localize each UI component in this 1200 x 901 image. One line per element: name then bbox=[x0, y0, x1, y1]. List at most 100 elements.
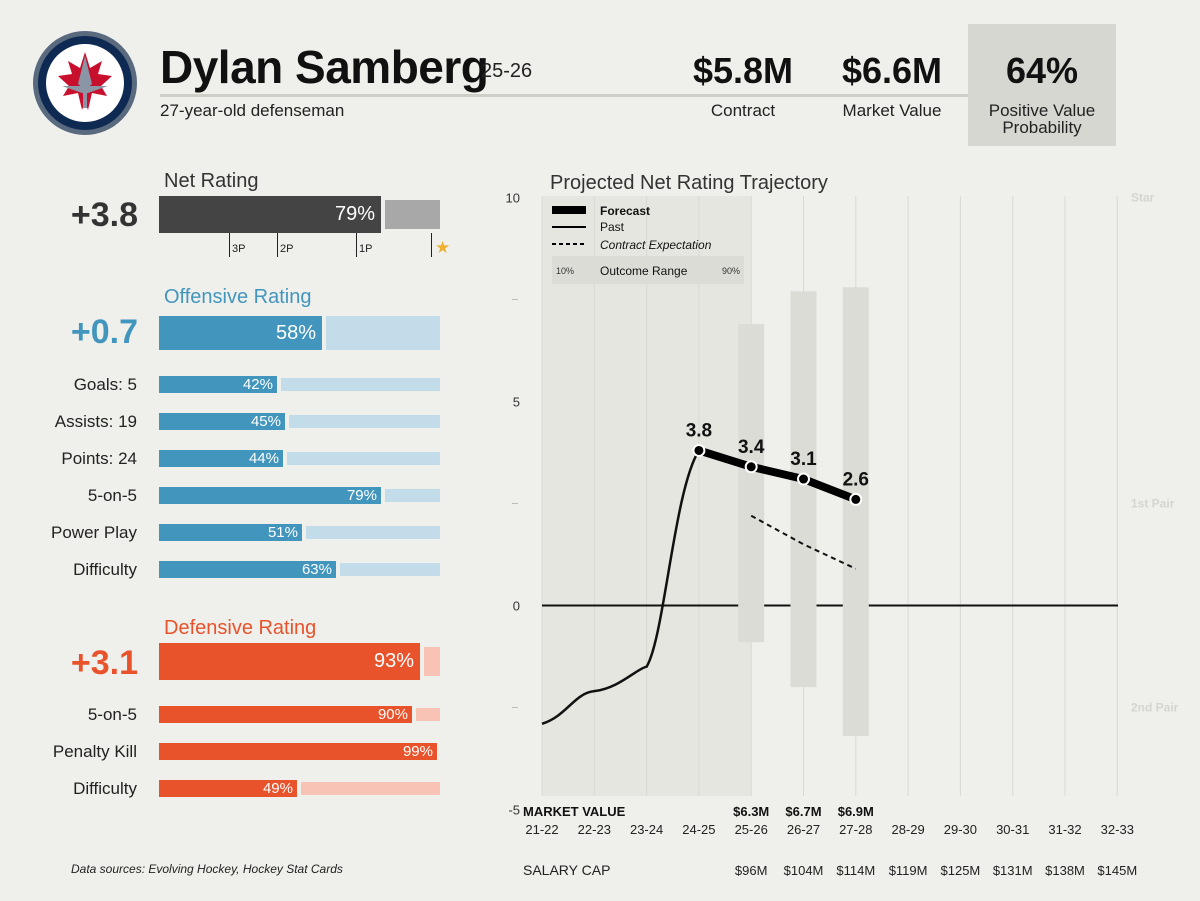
x-tick-label: 23-24 bbox=[630, 822, 663, 837]
offensive-rating-bar-bg bbox=[326, 316, 440, 350]
legend-past-label: Past bbox=[600, 220, 625, 234]
net-tier-tick bbox=[356, 233, 357, 257]
offensive-rating-bar-fill: 58% bbox=[159, 316, 322, 350]
y-tick-label: 5 bbox=[513, 395, 520, 410]
salary-cap-cell: $125M bbox=[941, 863, 981, 878]
legend-contract-label: Contract Expectation bbox=[600, 238, 712, 252]
offensive-row-bar-bg bbox=[340, 563, 440, 576]
x-tick-label: 31-32 bbox=[1048, 822, 1081, 837]
past-line bbox=[541, 449, 700, 726]
net-tier-tick-label: 3P bbox=[232, 243, 246, 255]
offensive-row-bar-bg bbox=[287, 452, 440, 465]
forecast-point-label: 3.4 bbox=[738, 437, 765, 458]
y-tick-label: 10 bbox=[506, 191, 520, 206]
forecast-line bbox=[697, 446, 858, 504]
player-name: Dylan Samberg bbox=[160, 41, 489, 93]
forecast-point-label: 3.8 bbox=[686, 420, 712, 441]
market-value-cell: $6.9M bbox=[838, 804, 874, 819]
defensive-row-label: 5-on-5 bbox=[87, 705, 137, 724]
x-tick-label: 32-33 bbox=[1101, 822, 1134, 837]
legend-range-lo: 10% bbox=[556, 266, 574, 276]
salary-cap-cell: $114M bbox=[836, 863, 875, 878]
player-subtitle: 27-year-old defenseman bbox=[160, 101, 345, 120]
probability-value: 64% bbox=[1005, 50, 1079, 91]
header-rule bbox=[160, 94, 1116, 97]
offensive-row-bar-bg bbox=[281, 378, 440, 391]
defensive-rating-bar-fill: 93% bbox=[159, 643, 420, 680]
net-tier-tick-label: 1P bbox=[359, 243, 373, 255]
x-tick-label: 30-31 bbox=[996, 822, 1029, 837]
defensive-row-bar-fill: 49% bbox=[159, 780, 297, 797]
legend-range-label: Outcome Range bbox=[600, 264, 688, 278]
market-value-label: Market Value bbox=[842, 101, 942, 120]
x-tick-label: 28-29 bbox=[891, 822, 924, 837]
net-tier-tick bbox=[431, 233, 432, 257]
legend-forecast-swatch bbox=[552, 206, 586, 214]
net-tier-tick bbox=[229, 233, 230, 257]
legend-forecast-label: Forecast bbox=[600, 204, 650, 218]
net-rating-bar: 79% bbox=[159, 196, 440, 233]
salary-cap-cell: $145M bbox=[1097, 863, 1137, 878]
defensive-rating-title: Defensive Rating bbox=[164, 617, 317, 639]
salary-cap-cell: $104M bbox=[784, 863, 824, 878]
offensive-row-bar-fill: 51% bbox=[159, 524, 302, 541]
forecast-point-label: 2.6 bbox=[843, 469, 869, 490]
defensive-rating-bar-bg bbox=[424, 647, 440, 676]
offensive-row-bar-fill: 44% bbox=[159, 450, 283, 467]
offensive-row-bar-fill: 42% bbox=[159, 376, 277, 393]
offensive-row-label: Power Play bbox=[51, 523, 137, 542]
y-tick-label: -5 bbox=[508, 803, 520, 818]
probability-label: Positive Value Probability bbox=[988, 101, 1096, 137]
offensive-rating-title: Offensive Rating bbox=[164, 286, 312, 308]
offensive-row-label: Difficulty bbox=[73, 560, 137, 579]
forecast-point-label: 3.1 bbox=[790, 449, 817, 470]
offensive-row-bar-bg bbox=[289, 415, 440, 428]
net-rating-bar-bg bbox=[385, 200, 440, 229]
net-tier-tick-label: 2P bbox=[280, 243, 294, 255]
defensive-row-label: Difficulty bbox=[73, 779, 137, 798]
outcome-range-band bbox=[842, 287, 869, 737]
defensive-row-bar-bg bbox=[416, 708, 440, 721]
outcome-range-band bbox=[790, 291, 817, 688]
jets-logo bbox=[33, 31, 137, 135]
contract-value: $5.8M bbox=[692, 50, 794, 91]
forecast-point bbox=[849, 492, 863, 506]
net-rating-bar-fill: 79% bbox=[159, 196, 381, 233]
offensive-row-bar-fill: 79% bbox=[159, 487, 381, 504]
forecast-point bbox=[797, 472, 810, 486]
salary-cap-cell: $96M bbox=[735, 863, 768, 878]
net-rating-title: Net Rating bbox=[164, 170, 259, 192]
chart-title: Projected Net Rating Trajectory bbox=[550, 172, 828, 194]
salary-cap-row-label: SALARY CAP bbox=[523, 862, 610, 878]
tier-label: 1st Pair bbox=[1131, 497, 1175, 511]
star-icon: ★ bbox=[435, 238, 451, 257]
contract-expectation-line bbox=[750, 514, 857, 570]
salary-cap-cell: $131M bbox=[993, 863, 1033, 878]
offensive-row-label: Points: 24 bbox=[61, 449, 137, 468]
defensive-row-label: Penalty Kill bbox=[52, 742, 137, 761]
defensive-row-bar-fill: 99% bbox=[159, 743, 437, 760]
data-sources: Data sources: Evolving Hockey, Hockey St… bbox=[71, 862, 343, 876]
offensive-row-label: Assists: 19 bbox=[54, 412, 137, 431]
defensive-rating-bar: 93% bbox=[159, 643, 440, 680]
salary-cap-cell: $119M bbox=[889, 863, 928, 878]
market-value-cell: $6.7M bbox=[785, 804, 821, 819]
x-tick-label: 21-22 bbox=[525, 822, 558, 837]
x-tick-label: 22-23 bbox=[578, 822, 611, 837]
defensive-row-bar-bg bbox=[301, 782, 440, 795]
offensive-row-label: Goals: 5 bbox=[73, 375, 137, 394]
y-tick-label: 0 bbox=[513, 599, 520, 614]
season-label: 25-26 bbox=[481, 60, 533, 82]
market-value: $6.6M bbox=[841, 50, 943, 91]
offensive-rating-bar: 58% bbox=[159, 316, 440, 350]
net-rating-value: +3.8 bbox=[70, 196, 138, 234]
contract-label: Contract bbox=[710, 101, 776, 120]
legend-range-swatch bbox=[552, 256, 744, 284]
x-tick-label: 24-25 bbox=[682, 822, 715, 837]
x-tick-label: 26-27 bbox=[787, 822, 820, 837]
x-tick-label: 27-28 bbox=[839, 822, 872, 837]
offensive-row-bar-fill: 45% bbox=[159, 413, 285, 430]
probability-box bbox=[968, 24, 1116, 146]
legend-range-hi: 90% bbox=[722, 266, 740, 276]
